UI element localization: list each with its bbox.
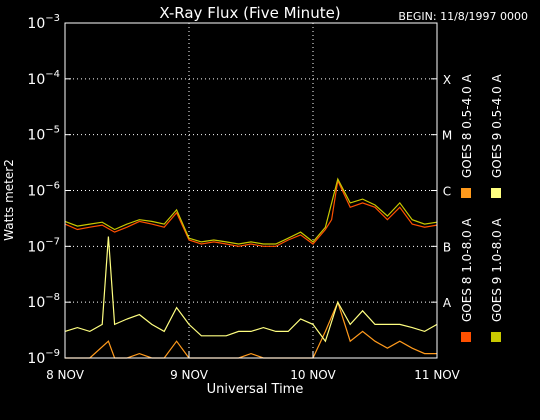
series-line (64, 178, 438, 247)
x-tick-label: 11 NOV (414, 368, 460, 382)
legend-swatch (461, 332, 471, 342)
series-line (65, 300, 437, 359)
y-tick-label: 10−4 (27, 69, 60, 88)
legend-label: GOES 9 0.5-4.0 A (490, 73, 504, 178)
y-tick-label: 10−6 (27, 181, 60, 200)
legend-item: GOES 8 0.5-4.0 A (460, 73, 474, 198)
grid (65, 23, 437, 358)
flare-class-labels: X M C B A (442, 73, 452, 310)
series-layer (64, 177, 438, 359)
y-tick-label: 10−5 (27, 125, 60, 144)
legend-item: GOES 9 1.0-8.0 A (490, 217, 504, 342)
flare-class-label: B (443, 240, 451, 254)
chart-title: X-Ray Flux (Five Minute) (159, 4, 340, 22)
y-axis-title: Watts meter2 (2, 159, 16, 241)
x-tick-label: 8 NOV (46, 368, 85, 382)
y-tick-label: 10−8 (27, 292, 60, 311)
y-tick-label: 10−3 (27, 13, 60, 32)
x-tick-label: 9 NOV (170, 368, 209, 382)
legend-label: GOES 8 0.5-4.0 A (460, 73, 474, 178)
legend-label: GOES 8 1.0-8.0 A (460, 217, 474, 322)
axis-ticks: 10−3 10−4 10−5 10−6 10−7 10−8 10−98 NOV 9 NOV 10… (27, 13, 460, 382)
flare-class-label: M (442, 129, 452, 143)
legend-swatch (461, 188, 471, 198)
y-tick-label: 10−9 (27, 348, 60, 367)
legend-label: GOES 9 1.0-8.0 A (490, 217, 504, 322)
x-axis-title: Universal Time (207, 382, 304, 397)
flare-class-label: A (443, 296, 452, 310)
legend-item: GOES 8 1.0-8.0 A (460, 217, 474, 342)
series-line (64, 177, 438, 245)
y-tick-label: 10−7 (27, 236, 60, 255)
x-tick-label: 10 NOV (290, 368, 336, 382)
begin-date-label: BEGIN: 11/8/1997 0000 (398, 10, 528, 23)
legend-item: GOES 9 0.5-4.0 A (490, 73, 504, 198)
flare-class-label: C (443, 185, 451, 199)
legend: GOES 8 1.0-8.0 A GOES 8 0.5-4.0 A GOES 9 0… (460, 73, 504, 342)
legend-swatch (491, 188, 501, 198)
legend-swatch (491, 332, 501, 342)
flare-class-label: X (443, 73, 451, 87)
series-line (64, 236, 438, 343)
